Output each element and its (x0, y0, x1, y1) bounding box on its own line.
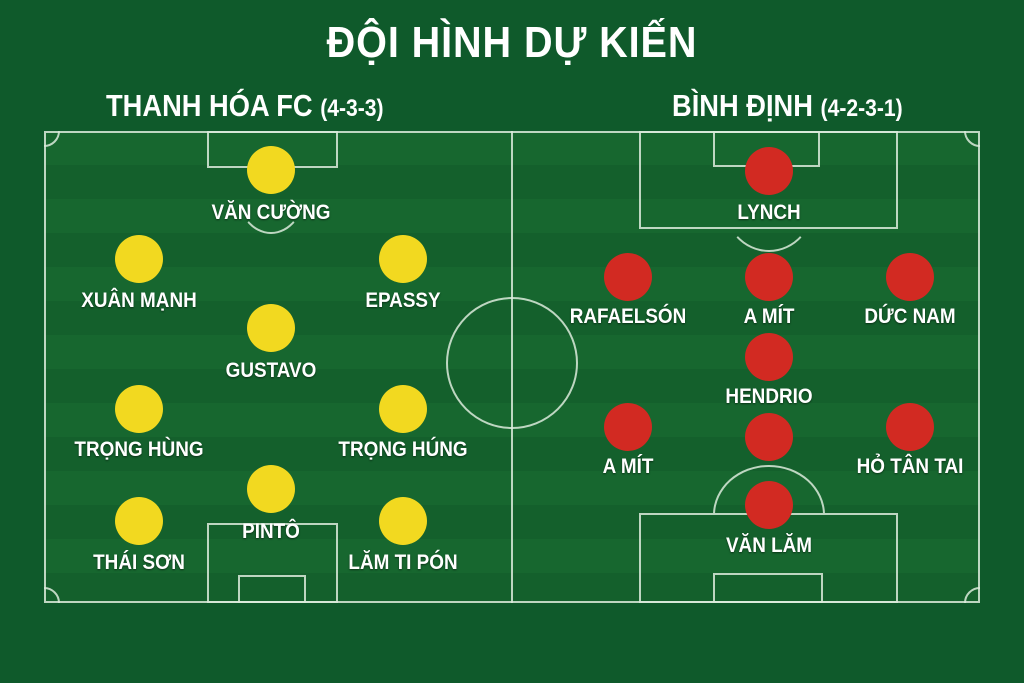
player-name: VĂN CƯỜNG (211, 201, 331, 224)
player-marker (247, 465, 295, 513)
player-marker (379, 385, 427, 433)
goal-area-bottom-right (713, 573, 823, 603)
team-formation: (4-3-3) (320, 95, 384, 122)
corner-arc (964, 587, 980, 603)
player-marker (745, 147, 793, 195)
corner-arc (964, 131, 980, 147)
player-name: LYNCH (737, 201, 801, 224)
player-name: RAFAELSÓN (569, 305, 687, 328)
team-formation: (4-2-3-1) (820, 95, 903, 122)
player-name: PINTÔ (242, 520, 300, 543)
player-marker (247, 304, 295, 352)
player-marker (379, 235, 427, 283)
team-header-home: THANH HÓA FC (4-3-3) (106, 88, 384, 124)
penalty-arc (722, 200, 816, 252)
team-header-away: BÌNH ĐỊNH (4-2-3-1) (672, 88, 903, 124)
player-name: XUÂN MẠNH (81, 289, 197, 312)
goal-area-bottom-left (238, 575, 306, 603)
player-name: DỨC NAM (864, 305, 956, 328)
player-name: GUSTAVO (225, 359, 317, 382)
player-marker (115, 385, 163, 433)
center-circle (446, 297, 578, 429)
player-marker (115, 497, 163, 545)
player-marker (886, 253, 934, 301)
player-marker (604, 253, 652, 301)
player-name: HỎ TÂN TAI (856, 455, 964, 478)
penalty-arc (236, 190, 306, 234)
corner-arc (44, 131, 60, 147)
player-name: A MÍT (743, 305, 795, 328)
player-marker (745, 253, 793, 301)
player-marker (745, 481, 793, 529)
player-marker (745, 413, 793, 461)
player-marker (247, 146, 295, 194)
player-name: TRỌNG HÙNG (74, 438, 204, 461)
team-name: THANH HÓA FC (106, 88, 313, 123)
player-marker (886, 403, 934, 451)
player-name: LĂM TI PÓN (348, 551, 458, 574)
player-name: EPASSY (365, 289, 441, 312)
player-name: TRỌNG HÚNG (338, 438, 468, 461)
team-name: BÌNH ĐỊNH (672, 88, 813, 123)
player-marker (745, 333, 793, 381)
player-marker (115, 235, 163, 283)
player-name: VĂN LĂM (725, 534, 813, 557)
player-name: HENDRIO (725, 385, 813, 408)
page-title: ĐỘI HÌNH DỰ KIẾN (326, 18, 698, 67)
player-name: A MÍT (602, 455, 654, 478)
player-name: THÁI SƠN (93, 551, 185, 574)
player-marker (379, 497, 427, 545)
corner-arc (44, 587, 60, 603)
player-marker (604, 403, 652, 451)
